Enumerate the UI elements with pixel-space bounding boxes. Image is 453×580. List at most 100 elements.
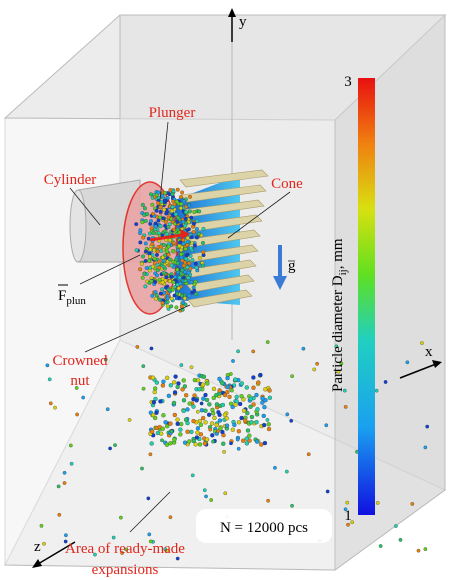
particle (187, 276, 191, 280)
particle (141, 203, 145, 207)
particle (156, 201, 160, 205)
particle (139, 241, 143, 245)
particle (233, 378, 237, 382)
particle (164, 220, 168, 224)
particle (172, 438, 176, 442)
particle (134, 222, 138, 226)
particle (150, 429, 154, 433)
particle (290, 419, 293, 422)
particle (166, 305, 170, 309)
particle (344, 405, 347, 408)
particle (176, 385, 180, 389)
particle (179, 206, 183, 210)
particle (63, 471, 66, 474)
particle (141, 255, 145, 259)
particle (209, 498, 212, 501)
particle (142, 364, 145, 367)
particle (144, 250, 148, 254)
particle (189, 430, 193, 434)
particle (184, 418, 188, 422)
particle (237, 447, 240, 450)
particle (249, 397, 253, 401)
particle (176, 216, 180, 220)
particle (139, 228, 143, 232)
particle (186, 253, 190, 257)
particle (198, 419, 202, 423)
particle (128, 418, 131, 421)
particle (183, 270, 187, 274)
particle (245, 441, 249, 445)
particle (182, 378, 186, 382)
particle (154, 290, 158, 294)
particle (266, 340, 269, 343)
particle (215, 423, 219, 427)
particle (180, 363, 183, 366)
particle (240, 381, 244, 385)
particle (106, 408, 109, 411)
particle (204, 495, 207, 498)
particle (236, 438, 239, 441)
particle (420, 341, 423, 344)
particle (151, 413, 155, 417)
particle (141, 276, 145, 280)
particle (154, 297, 158, 301)
particle (186, 266, 190, 270)
particle (256, 407, 260, 411)
particle (166, 196, 170, 200)
particle (225, 416, 229, 420)
particle (178, 428, 182, 432)
particle (193, 378, 197, 382)
label: expansions (92, 562, 159, 578)
particle (113, 443, 116, 446)
particle (193, 283, 197, 287)
particle (210, 408, 214, 412)
particle (149, 219, 153, 223)
particle (176, 418, 180, 422)
particle (220, 430, 224, 434)
particle (424, 446, 427, 449)
particle (172, 380, 176, 384)
particle (234, 403, 238, 407)
particle (182, 301, 186, 305)
particle (155, 274, 159, 278)
particle (157, 191, 161, 195)
particle (165, 443, 169, 447)
particle (152, 249, 156, 253)
particle (218, 388, 222, 392)
particle (169, 305, 173, 309)
particle (200, 408, 204, 412)
particle (192, 439, 196, 443)
particle (199, 423, 203, 427)
particle (165, 232, 169, 236)
particle (290, 504, 293, 507)
particle (138, 268, 142, 272)
particle (240, 416, 244, 420)
particle (217, 377, 221, 381)
particle (171, 205, 175, 209)
particle (194, 292, 198, 296)
particle (259, 443, 263, 447)
particle (255, 440, 259, 444)
particle (119, 516, 122, 519)
particle (161, 256, 165, 260)
particle (173, 294, 177, 298)
particle (235, 395, 239, 399)
particle (198, 442, 202, 446)
particle (170, 275, 174, 279)
particle (204, 409, 208, 413)
particle (191, 405, 195, 409)
particle (160, 287, 164, 291)
particle (145, 212, 149, 216)
particle (379, 544, 382, 547)
particle (150, 242, 154, 246)
particle (315, 362, 318, 365)
particle (205, 437, 209, 441)
particle (81, 396, 84, 399)
particle (186, 407, 190, 411)
particle (216, 430, 219, 433)
particle (268, 396, 272, 400)
particle (170, 209, 174, 213)
particle (236, 350, 239, 353)
particle (225, 424, 229, 428)
particle (167, 216, 171, 220)
